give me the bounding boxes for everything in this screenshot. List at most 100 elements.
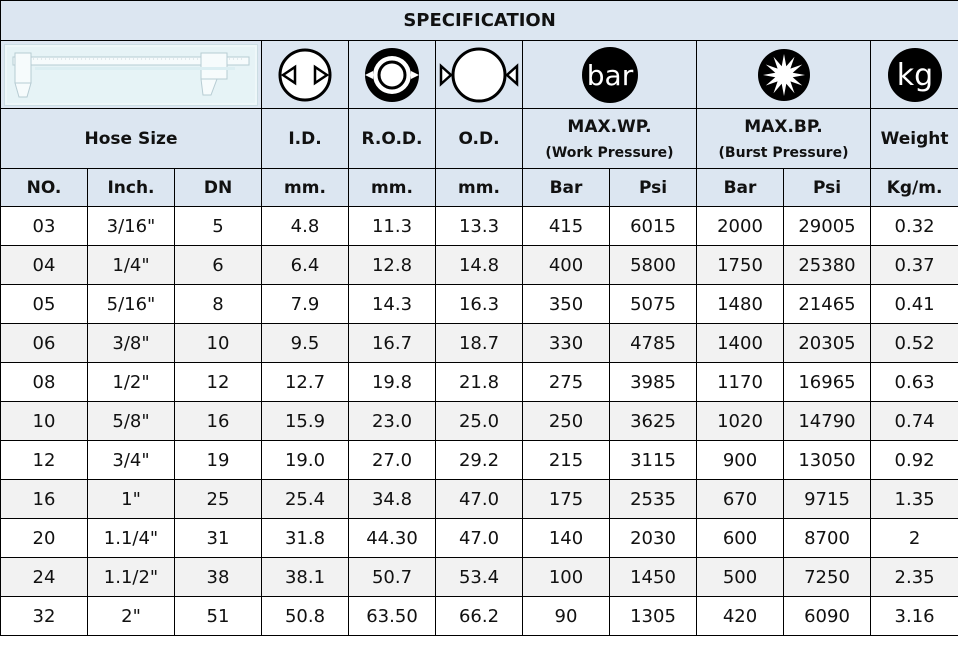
table-cell: 16.3 xyxy=(435,284,523,324)
weight-header: Weight xyxy=(869,108,958,169)
table-cell: 6.4 xyxy=(261,245,349,285)
table-title: SPECIFICATION xyxy=(0,0,958,41)
table-row: 04 1/4" 6 6.4 12.8 14.8 400 5800 1750 25380 0.37 xyxy=(0,245,958,285)
table-cell: 250 xyxy=(522,401,610,441)
table-cell: 25380 xyxy=(783,245,871,285)
table-cell: 9.5 xyxy=(261,323,349,363)
table-cell: 23.0 xyxy=(348,401,436,441)
table-cell: 1.1/2" xyxy=(87,557,175,597)
table-cell: 25 xyxy=(174,479,262,519)
unit-header-cell: Kg/m. xyxy=(869,168,958,207)
table-cell: 215 xyxy=(522,440,610,480)
burst-icon xyxy=(757,48,810,101)
bp-icon-cell xyxy=(696,40,871,109)
inner-diameter-icon xyxy=(278,48,332,101)
table-cell: 2030 xyxy=(609,518,697,558)
table-cell: 350 xyxy=(522,284,610,324)
table-cell: 4.8 xyxy=(261,206,349,246)
table-cell: 2535 xyxy=(609,479,697,519)
hose-size-header: Hose Size xyxy=(0,108,262,169)
table-cell: 12 xyxy=(174,362,262,402)
table-row: 32 2" 51 50.8 63.50 66.2 90 1305 420 6090 3.16 xyxy=(0,596,958,636)
table-cell: 10 xyxy=(174,323,262,363)
table-cell: 140 xyxy=(522,518,610,558)
table-cell: 34.8 xyxy=(348,479,436,519)
table-cell: 29005 xyxy=(783,206,871,246)
od-header: O.D. xyxy=(435,108,523,169)
table-cell: 1.35 xyxy=(869,479,958,519)
table-cell: 1750 xyxy=(696,245,784,285)
table-cell: 38.1 xyxy=(261,557,349,597)
table-cell: 04 xyxy=(0,245,88,285)
table-cell: 27.0 xyxy=(348,440,436,480)
caliper-image xyxy=(4,43,258,106)
rod-header: R.O.D. xyxy=(348,108,436,169)
table-cell: 12.7 xyxy=(261,362,349,402)
table-cell: 03 xyxy=(0,206,88,246)
unit-header-cell: mm. xyxy=(261,168,349,207)
table-cell: 14.8 xyxy=(435,245,523,285)
table-cell: 24 xyxy=(0,557,88,597)
table-cell: 275 xyxy=(522,362,610,402)
wp-icon-cell: bar xyxy=(522,40,697,109)
table-cell: 420 xyxy=(696,596,784,636)
table-row: 10 5/8" 16 15.9 23.0 25.0 250 3625 1020 14790 0.74 xyxy=(0,401,958,441)
table-cell: 400 xyxy=(522,245,610,285)
bar-icon-text: bar xyxy=(586,59,633,92)
table-cell: 0.92 xyxy=(869,440,958,480)
table-cell: 3/16" xyxy=(87,206,175,246)
table-cell: 0.37 xyxy=(869,245,958,285)
id-header: I.D. xyxy=(261,108,349,169)
table-cell: 5/8" xyxy=(87,401,175,441)
table-cell: 1" xyxy=(87,479,175,519)
table-row: 20 1.1/4" 31 31.8 44.30 47.0 140 2030 600 8700 2 xyxy=(0,518,958,558)
table-cell: 18.7 xyxy=(435,323,523,363)
table-cell: 13050 xyxy=(783,440,871,480)
table-cell: 19 xyxy=(174,440,262,480)
table-row: 12 3/4" 19 19.0 27.0 29.2 215 3115 900 13050 0.92 xyxy=(0,440,958,480)
unit-header-cell: Bar xyxy=(522,168,610,207)
unit-header-cell: DN xyxy=(174,168,262,207)
table-cell: 1480 xyxy=(696,284,784,324)
table-cell: 21465 xyxy=(783,284,871,324)
table-cell: 05 xyxy=(0,284,88,324)
table-cell: 175 xyxy=(522,479,610,519)
unit-header-cell: Psi xyxy=(783,168,871,207)
table-cell: 20 xyxy=(0,518,88,558)
table-cell: 1.1/4" xyxy=(87,518,175,558)
table-cell: 19.0 xyxy=(261,440,349,480)
table-cell: 5 xyxy=(174,206,262,246)
table-cell: 330 xyxy=(522,323,610,363)
table-cell: 1305 xyxy=(609,596,697,636)
table-cell: 12.8 xyxy=(348,245,436,285)
unit-header-cell: NO. xyxy=(0,168,88,207)
table-cell: 53.4 xyxy=(435,557,523,597)
table-cell: 38 xyxy=(174,557,262,597)
unit-row: NO. Inch. DN mm. mm. mm. Bar Psi Bar Psi Kg/m. xyxy=(0,168,958,207)
table-cell: 31.8 xyxy=(261,518,349,558)
table-cell: 15.9 xyxy=(261,401,349,441)
table-cell: 44.30 xyxy=(348,518,436,558)
table-cell: 3625 xyxy=(609,401,697,441)
wp-header-label: MAX.WP. xyxy=(567,116,652,137)
table-cell: 600 xyxy=(696,518,784,558)
table-cell: 415 xyxy=(522,206,610,246)
table-cell: 66.2 xyxy=(435,596,523,636)
table-cell: 14790 xyxy=(783,401,871,441)
table-cell: 8 xyxy=(174,284,262,324)
unit-header-cell: Psi xyxy=(609,168,697,207)
table-cell: 6 xyxy=(174,245,262,285)
table-row: 24 1.1/2" 38 38.1 50.7 53.4 100 1450 500 7250 2.35 xyxy=(0,557,958,597)
table-cell: 2.35 xyxy=(869,557,958,597)
table-cell: 13.3 xyxy=(435,206,523,246)
table-cell: 29.2 xyxy=(435,440,523,480)
table-cell: 16.7 xyxy=(348,323,436,363)
reinforcement-od-icon xyxy=(365,47,419,102)
table-cell: 11.3 xyxy=(348,206,436,246)
table-cell: 14.3 xyxy=(348,284,436,324)
table-cell: 7.9 xyxy=(261,284,349,324)
table-cell: 2 xyxy=(869,518,958,558)
rod-icon-cell xyxy=(348,40,436,109)
table-cell: 63.50 xyxy=(348,596,436,636)
table-cell: 1020 xyxy=(696,401,784,441)
